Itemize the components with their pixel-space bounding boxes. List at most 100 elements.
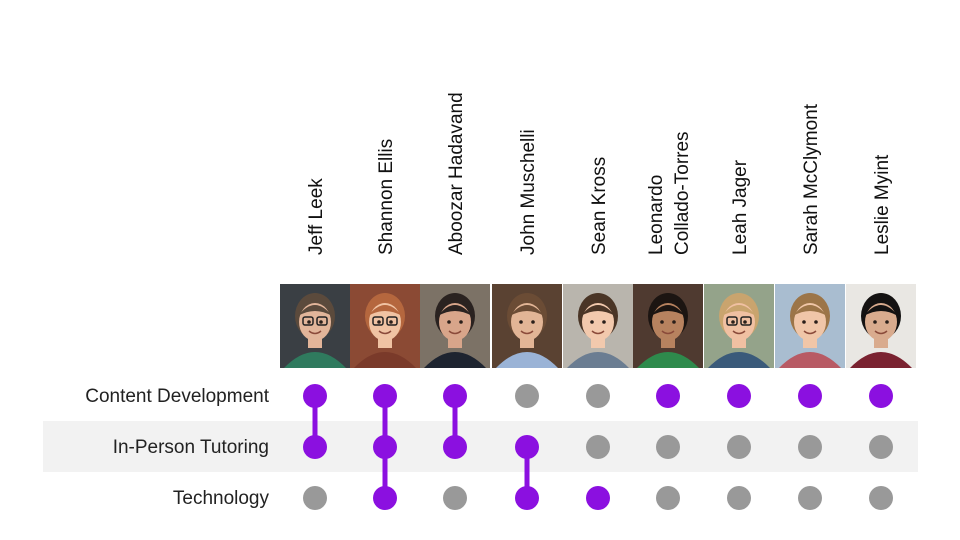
- person-photo-leslie-myint: [846, 284, 916, 368]
- photo-hair-fringe: [510, 305, 544, 316]
- person-photo-sarah-mcclymont: [775, 284, 845, 368]
- photo-shirt: [779, 352, 841, 368]
- dot-shannon-ellis-content-development-active: [373, 384, 397, 408]
- photo-eye: [319, 320, 323, 324]
- dot-john-muschelli-content-development-inactive: [515, 384, 539, 408]
- category-label-content-development: Content Development: [85, 386, 269, 407]
- photo-mouth: [661, 330, 675, 335]
- photo-eye: [519, 320, 523, 324]
- dot-john-muschelli-technology-active: [515, 486, 539, 510]
- person-photos: [280, 284, 916, 368]
- photo-mouth: [308, 330, 322, 335]
- photo-face: [369, 303, 401, 341]
- person-name-leslie-myint: Leslie Myint: [872, 154, 893, 255]
- dot-shannon-ellis-in-person-tutoring-active: [373, 435, 397, 459]
- photo-eye: [377, 320, 381, 324]
- photo-eye: [531, 320, 535, 324]
- dot-jeff-leek-in-person-tutoring-active: [303, 435, 327, 459]
- person-name-leonardo-collado-torres-line-1: Leonardo: [646, 175, 667, 255]
- photo-face: [652, 303, 684, 341]
- photo-glasses: [740, 316, 752, 326]
- photo-face: [511, 303, 543, 341]
- person-name-shannon-ellis: Shannon Ellis: [376, 139, 397, 255]
- person-name-aboozar-hadavand: Aboozar Hadavand: [446, 92, 467, 255]
- dot-leah-jager-content-development-active: [727, 384, 751, 408]
- photo-shirt: [284, 352, 346, 368]
- dot-sean-kross-content-development-inactive: [586, 384, 610, 408]
- photo-hair-fringe: [864, 305, 898, 316]
- dot-sean-kross-technology-active: [586, 486, 610, 510]
- person-name-labels: Jeff Leek Shannon Ellis Aboozar Hadavand Jo…: [306, 92, 893, 255]
- dot-leonardo-collado-torres-content-development-active: [656, 384, 680, 408]
- dot-leah-jager-in-person-tutoring-inactive: [727, 435, 751, 459]
- photo-shirt: [424, 352, 486, 368]
- dot-leonardo-collado-torres-in-person-tutoring-inactive: [656, 435, 680, 459]
- photo-glasses: [726, 316, 738, 326]
- dot-sarah-mcclymont-content-development-active: [798, 384, 822, 408]
- photo-hair-fringe: [793, 305, 827, 316]
- photo-eye: [672, 320, 676, 324]
- dot-jeff-leek-technology-inactive: [303, 486, 327, 510]
- membership-dots: [303, 384, 893, 510]
- photo-face: [865, 303, 897, 341]
- dot-leslie-myint-in-person-tutoring-inactive: [869, 435, 893, 459]
- photo-eye: [660, 320, 664, 324]
- person-name-sean-kross: Sean Kross: [589, 157, 610, 255]
- photo-mouth: [732, 330, 746, 335]
- photo-face: [723, 303, 755, 341]
- photo-hair-fringe: [438, 305, 472, 316]
- dot-leslie-myint-technology-inactive: [869, 486, 893, 510]
- photo-eye: [590, 320, 594, 324]
- photo-eye: [602, 320, 606, 324]
- dot-aboozar-hadavand-content-development-active: [443, 384, 467, 408]
- row-bands: [43, 421, 918, 472]
- person-photo-sean-kross: [563, 284, 633, 368]
- person-photo-leah-jager: [704, 284, 774, 368]
- person-photo-jeff-leek: [280, 284, 350, 368]
- person-photo-john-muschelli: [492, 284, 562, 368]
- dot-leonardo-collado-torres-technology-inactive: [656, 486, 680, 510]
- photo-glasses: [316, 316, 328, 326]
- photo-shirt: [637, 352, 699, 368]
- row-band-in-person-tutoring: [43, 421, 918, 472]
- photo-mouth: [520, 330, 534, 335]
- person-name-leah-jager: Leah Jager: [730, 159, 751, 255]
- photo-eye: [814, 320, 818, 324]
- photo-mouth: [803, 330, 817, 335]
- category-labels: Content Development In-Person Tutoring Tec…: [85, 386, 269, 509]
- dot-aboozar-hadavand-in-person-tutoring-active: [443, 435, 467, 459]
- dot-leslie-myint-content-development-active: [869, 384, 893, 408]
- person-name-leonardo-collado-torres-line-2: Collado-Torres: [672, 131, 693, 255]
- dot-john-muschelli-in-person-tutoring-active: [515, 435, 539, 459]
- photo-eye: [731, 320, 735, 324]
- photo-hair-fringe: [368, 305, 402, 316]
- photo-eye: [743, 320, 747, 324]
- photo-eye: [447, 320, 451, 324]
- photo-eye: [802, 320, 806, 324]
- dot-shannon-ellis-technology-active: [373, 486, 397, 510]
- photo-eye: [307, 320, 311, 324]
- photo-mouth: [874, 330, 888, 335]
- dot-aboozar-hadavand-technology-inactive: [443, 486, 467, 510]
- category-label-in-person-tutoring: In-Person Tutoring: [113, 437, 269, 458]
- photo-glasses: [386, 316, 398, 326]
- person-photo-leonardo-collado-torres: [633, 284, 703, 368]
- photo-shirt: [567, 352, 629, 368]
- photo-glasses: [302, 316, 314, 326]
- photo-eye: [885, 320, 889, 324]
- person-name-sarah-mcclymont: Sarah McClymont: [801, 103, 822, 255]
- photo-hair-fringe: [581, 305, 615, 316]
- photo-mouth: [378, 330, 392, 335]
- person-photo-aboozar-hadavand: [420, 284, 490, 368]
- dot-jeff-leek-content-development-active: [303, 384, 327, 408]
- photo-shirt: [496, 352, 558, 368]
- category-label-technology: Technology: [173, 488, 270, 509]
- photo-shirt: [708, 352, 770, 368]
- photo-face: [299, 303, 331, 341]
- photo-glasses: [372, 316, 384, 326]
- photo-mouth: [591, 330, 605, 335]
- person-name-jeff-leek: Jeff Leek: [306, 178, 327, 255]
- dot-sarah-mcclymont-technology-inactive: [798, 486, 822, 510]
- dot-leah-jager-technology-inactive: [727, 486, 751, 510]
